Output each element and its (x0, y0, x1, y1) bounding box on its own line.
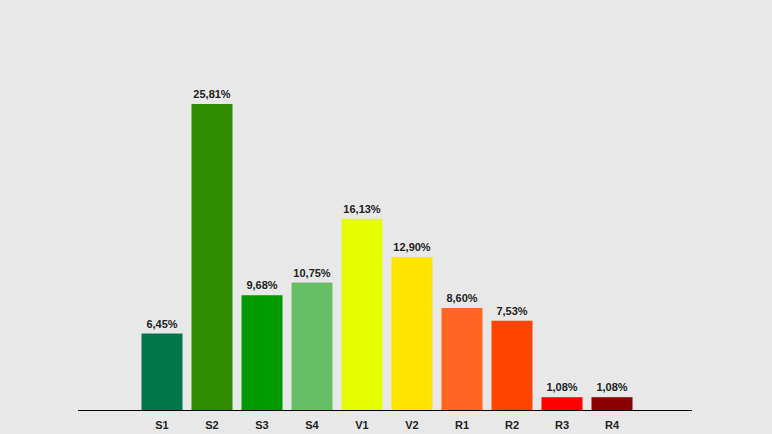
x-tick-label: S2 (205, 419, 218, 431)
chart-svg: 6,45% 25,81% 9,68% 10,75% 16,13% 12,90% 8,60% 7… (0, 0, 772, 434)
x-tick-label: R2 (505, 419, 519, 431)
x-tick-label: R1 (455, 419, 469, 431)
bar (242, 295, 283, 410)
bar (492, 321, 533, 410)
data-labels: 6,45% 25,81% 9,68% 10,75% 16,13% 12,90% 8,60% 7… (146, 88, 627, 393)
x-tick-label: S4 (305, 419, 319, 431)
data-label: 1,08% (596, 381, 627, 393)
bar (342, 219, 383, 410)
data-label: 9,68% (246, 279, 277, 291)
bar (192, 104, 233, 410)
x-tick-label: R4 (605, 419, 620, 431)
bar (392, 257, 433, 410)
x-tick-label: S3 (255, 419, 268, 431)
chart-container: 6,45% 25,81% 9,68% 10,75% 16,13% 12,90% 8,60% 7… (0, 0, 772, 434)
bar (592, 397, 633, 410)
bar (442, 308, 483, 410)
data-label: 6,45% (146, 318, 177, 330)
data-label: 25,81% (193, 88, 231, 100)
data-label: 8,60% (446, 292, 477, 304)
x-tick-label: R3 (555, 419, 569, 431)
x-tick-label: V1 (355, 419, 368, 431)
x-axis: S1 S2 S3 S4 V1 V2 R1 R2 R3 R4 (78, 411, 692, 432)
background (0, 0, 772, 434)
x-tick-label: V2 (405, 419, 418, 431)
data-label: 16,13% (343, 203, 381, 215)
data-label: 10,75% (293, 267, 331, 279)
bar (292, 283, 333, 410)
data-label: 12,90% (393, 241, 431, 253)
bar (542, 397, 583, 410)
data-label: 7,53% (496, 305, 527, 317)
x-axis-line (78, 410, 692, 411)
bar (142, 334, 183, 410)
bars (142, 104, 633, 410)
x-tick-label: S1 (155, 419, 168, 431)
data-label: 1,08% (546, 381, 577, 393)
